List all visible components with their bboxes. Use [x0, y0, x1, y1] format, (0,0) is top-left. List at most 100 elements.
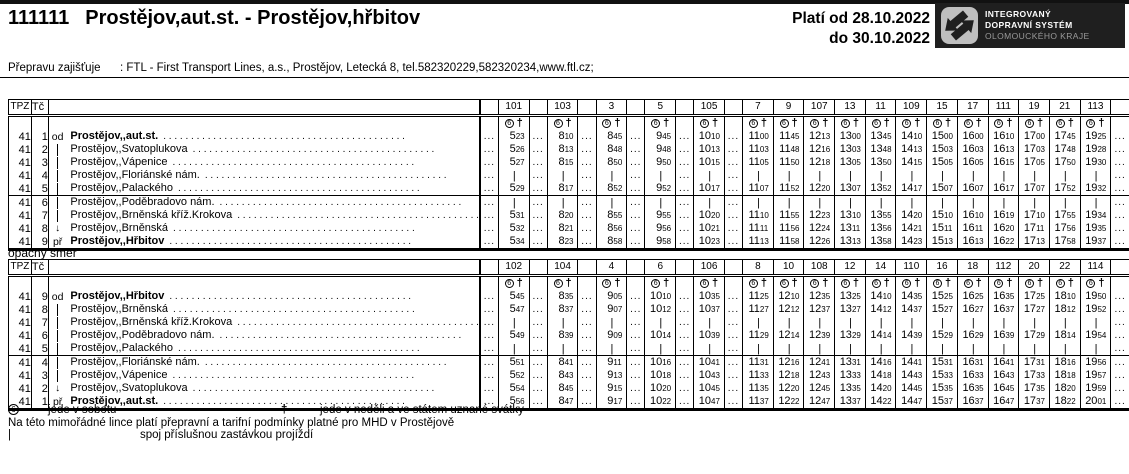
time-cell: 1422: [865, 395, 897, 411]
time-cell: 1410: [865, 290, 897, 303]
time-cell: 1627: [957, 303, 989, 316]
time-minute: 10: [882, 292, 892, 301]
time-cell: 1818: [1049, 369, 1081, 382]
time-hour: 10: [698, 156, 712, 168]
time-hour: 15: [931, 395, 944, 407]
stop-name-cell: Prostějov,,Brněnská kříž.Krokova: [66, 209, 481, 222]
dots-header: [577, 99, 597, 117]
route-shaft-line: [57, 210, 59, 222]
time-hour: 14: [870, 369, 883, 381]
time-hour: 12: [809, 329, 822, 341]
time-minute: 23: [515, 132, 525, 141]
time-cell: 1212: [773, 303, 805, 316]
dagger-symbol-icon: †: [1037, 117, 1044, 129]
time-hour: 19: [1085, 382, 1098, 394]
time-cell: 1731: [1018, 355, 1050, 369]
time-hour: 11: [779, 143, 791, 155]
time-hour: 18: [1054, 356, 1067, 368]
time-hour: |: [659, 317, 663, 329]
time-hour: 8: [558, 290, 565, 302]
time-hour: 16: [962, 209, 975, 221]
dots-cell: ...: [675, 209, 695, 222]
time-hour: 9: [656, 143, 663, 155]
time-cell: 531: [498, 209, 530, 222]
time-minute: 35: [913, 292, 923, 301]
time-cell: 1505: [926, 156, 958, 169]
time-hour: |: [708, 343, 712, 355]
time-hour: 16: [993, 222, 1006, 234]
dots-cell: ...: [675, 182, 695, 196]
time-hour: 15: [931, 222, 944, 234]
stop-name-cell: Prostějov,,Vápenice: [66, 369, 481, 382]
time-hour: |: [708, 170, 712, 182]
timetable-outbound-container: TPZ Tč 101 103 3 5 105 7 9 107 13 11 109 15 17 111 19 21 1…: [8, 99, 1129, 251]
dots-cell: ...: [529, 182, 548, 196]
time-minute: 58: [882, 237, 892, 246]
time-cell: 1535: [926, 382, 958, 395]
time-minute: 03: [974, 145, 984, 154]
time-cell: 1135: [742, 382, 774, 395]
dots-cell: ...: [577, 195, 597, 209]
time-minute: 37: [759, 397, 769, 406]
time-hour: 9: [607, 382, 614, 394]
time-cell: 1015: [693, 156, 725, 169]
time-cell: 1607: [957, 182, 989, 196]
time-cell: 948: [644, 143, 677, 156]
time-hour: 10: [649, 369, 663, 381]
time-hour: |: [561, 343, 565, 355]
time-hour: 18: [1054, 290, 1067, 302]
time-minute: 23: [711, 237, 720, 246]
time-minute: 10: [790, 292, 800, 301]
time-hour: |: [1002, 197, 1006, 209]
dots-cell: ...: [529, 395, 548, 411]
time-hour: 13: [870, 182, 883, 194]
time-cell: 1131: [742, 355, 774, 369]
time-cell: |: [834, 342, 866, 356]
dagger-symbol-icon: †: [760, 117, 767, 129]
dagger-symbol-icon: †: [914, 277, 921, 289]
stop-number: 2: [31, 143, 49, 156]
time-hour: 11: [748, 182, 760, 194]
time-hour: |: [512, 197, 516, 209]
dots-header: [675, 99, 695, 117]
time-hour: 15: [931, 209, 944, 221]
time-hour: |: [1063, 317, 1067, 329]
time-minute: 05: [944, 158, 953, 167]
time-cell: |: [547, 169, 579, 182]
time-minute: 18: [662, 371, 672, 380]
stop-name-cell: Prostějov,,Brněnská: [66, 303, 481, 316]
logo-line-1: INTEGROVANÝ: [985, 9, 1052, 19]
dots-cell: ...: [724, 222, 744, 235]
time-cell: 1417: [895, 182, 928, 196]
empty-cell: [626, 275, 646, 290]
time-minute: 07: [613, 305, 623, 314]
stop-name-wrap: Prostějov,,Palackého: [66, 182, 478, 195]
time-cell: 1735: [1018, 382, 1050, 395]
time-cell: 1418: [865, 369, 897, 382]
tpz-value: 41: [8, 143, 32, 156]
time-minute: 56: [882, 224, 892, 233]
trip-symbols: 6 †: [498, 275, 530, 290]
time-minute: 25: [974, 292, 984, 301]
time-minute: 26: [515, 145, 525, 154]
time-cell: 1441: [895, 355, 928, 369]
time-minute: 56: [662, 224, 672, 233]
time-cell: 907: [596, 303, 628, 316]
time-minute: 34: [515, 237, 525, 246]
time-cell: |: [773, 169, 805, 182]
time-cell: 1935: [1080, 222, 1112, 235]
time-minute: 05: [759, 158, 769, 167]
stop-name-wrap: Prostějov,,Vápenice: [66, 369, 478, 382]
time-hour: |: [941, 170, 944, 182]
time-minute: 37: [944, 397, 953, 406]
time-cell: 1737: [1018, 395, 1050, 411]
time-cell: 1641: [988, 355, 1020, 369]
time-minute: 23: [913, 237, 923, 246]
dots-cell: ...: [529, 329, 548, 342]
saturday-symbol-icon: 6: [1086, 119, 1096, 128]
time-hour: 9: [656, 130, 663, 142]
time-hour: 16: [993, 143, 1006, 155]
time-hour: 17: [1054, 222, 1067, 234]
time-hour: 13: [870, 130, 883, 142]
